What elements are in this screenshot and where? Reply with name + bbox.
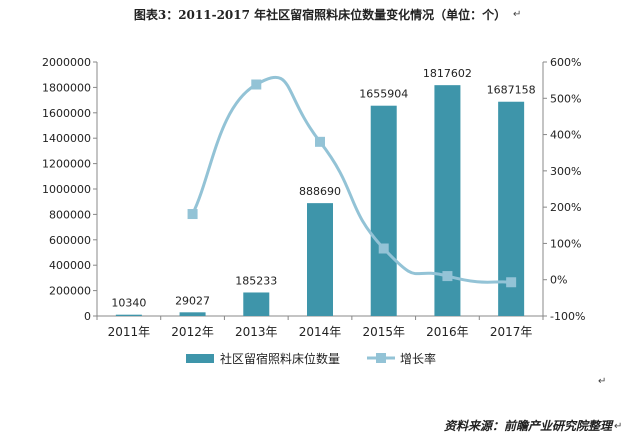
- growth-rate-marker: [378, 243, 389, 254]
- bar-value-label: 185233: [235, 274, 277, 287]
- x-tick-label: 2017年: [490, 325, 533, 339]
- paragraph-mark: ↵: [513, 9, 522, 20]
- line-series: [187, 75, 517, 288]
- legend-label-bar: 社区留宿照料床位数量: [220, 351, 340, 366]
- bar-value-label: 1817602: [423, 67, 472, 80]
- left-tick-label: 0: [84, 310, 91, 323]
- x-tick-label: 2014年: [299, 325, 342, 339]
- left-tick-label: 600000: [49, 234, 91, 247]
- bar-data-labels: 10340 29027 185233 888690 1655904 1817602 1687…: [111, 67, 535, 310]
- bar-value-label: 888690: [299, 185, 341, 198]
- bar: [307, 203, 333, 316]
- bar-value-label: 1687158: [487, 84, 536, 97]
- right-tick-label: -100%: [550, 310, 585, 323]
- bar-series: [115, 85, 525, 317]
- bar: [434, 85, 461, 316]
- left-tick-label: 1800000: [42, 81, 91, 94]
- right-tick-label: 0%: [550, 274, 567, 287]
- right-tick-label: 100%: [550, 237, 581, 250]
- bar-value-label: 29027: [175, 294, 210, 307]
- legend-label-line: 增长率: [400, 351, 436, 366]
- left-tick-label: 2000000: [42, 56, 91, 69]
- right-tick-label: 300%: [550, 165, 581, 178]
- bar-value-label: 1655904: [359, 88, 408, 101]
- growth-rate-marker: [442, 271, 453, 282]
- growth-rate-marker: [506, 277, 517, 288]
- bar: [243, 292, 270, 316]
- legend-swatch-marker: [376, 353, 386, 363]
- right-tick-label: 400%: [550, 129, 581, 142]
- left-tick-label: 1000000: [42, 183, 91, 196]
- x-tick-label: 2016年: [426, 325, 469, 339]
- left-tick-label: 1600000: [42, 107, 91, 120]
- left-tick-label: 800000: [49, 208, 91, 221]
- right-tick-label: 500%: [550, 92, 581, 105]
- left-tick-label: 1200000: [42, 158, 91, 171]
- bar-value-label: 10340: [111, 297, 146, 310]
- x-tick-label: 2013年: [235, 325, 278, 339]
- growth-rate-marker: [251, 79, 262, 90]
- bar: [179, 312, 206, 316]
- paragraph-mark: ↵: [598, 376, 607, 387]
- bar: [370, 105, 397, 316]
- growth-rate-line: [191, 75, 512, 284]
- left-tick-label: 1400000: [42, 132, 91, 145]
- bar: [115, 314, 142, 316]
- right-tick-label: 200%: [550, 201, 581, 214]
- right-tick-label: 600%: [550, 56, 581, 69]
- growth-rate-marker: [187, 209, 198, 220]
- left-tick-label: 400000: [49, 259, 91, 272]
- source-note: 资料来源：前瞻产业研究院整理: [443, 419, 612, 433]
- growth-rate-marker: [315, 136, 325, 147]
- chart-legend: 社区留宿照料床位数量 增长率: [186, 351, 436, 366]
- left-tick-label: 200000: [49, 285, 91, 298]
- x-tick-label: 2011年: [108, 325, 151, 339]
- legend-swatch-bar: [186, 354, 214, 363]
- x-tick-label: 2012年: [171, 325, 214, 339]
- chart-title: 图表3：2011-2017 年社区留宿照料床位数量变化情况（单位：个）: [133, 8, 507, 22]
- paragraph-mark: ↵: [614, 421, 623, 432]
- x-tick-label: 2015年: [362, 325, 405, 339]
- chart-axes: 0 200000 400000 600000 800000 1000000 1200000 1…: [42, 56, 585, 339]
